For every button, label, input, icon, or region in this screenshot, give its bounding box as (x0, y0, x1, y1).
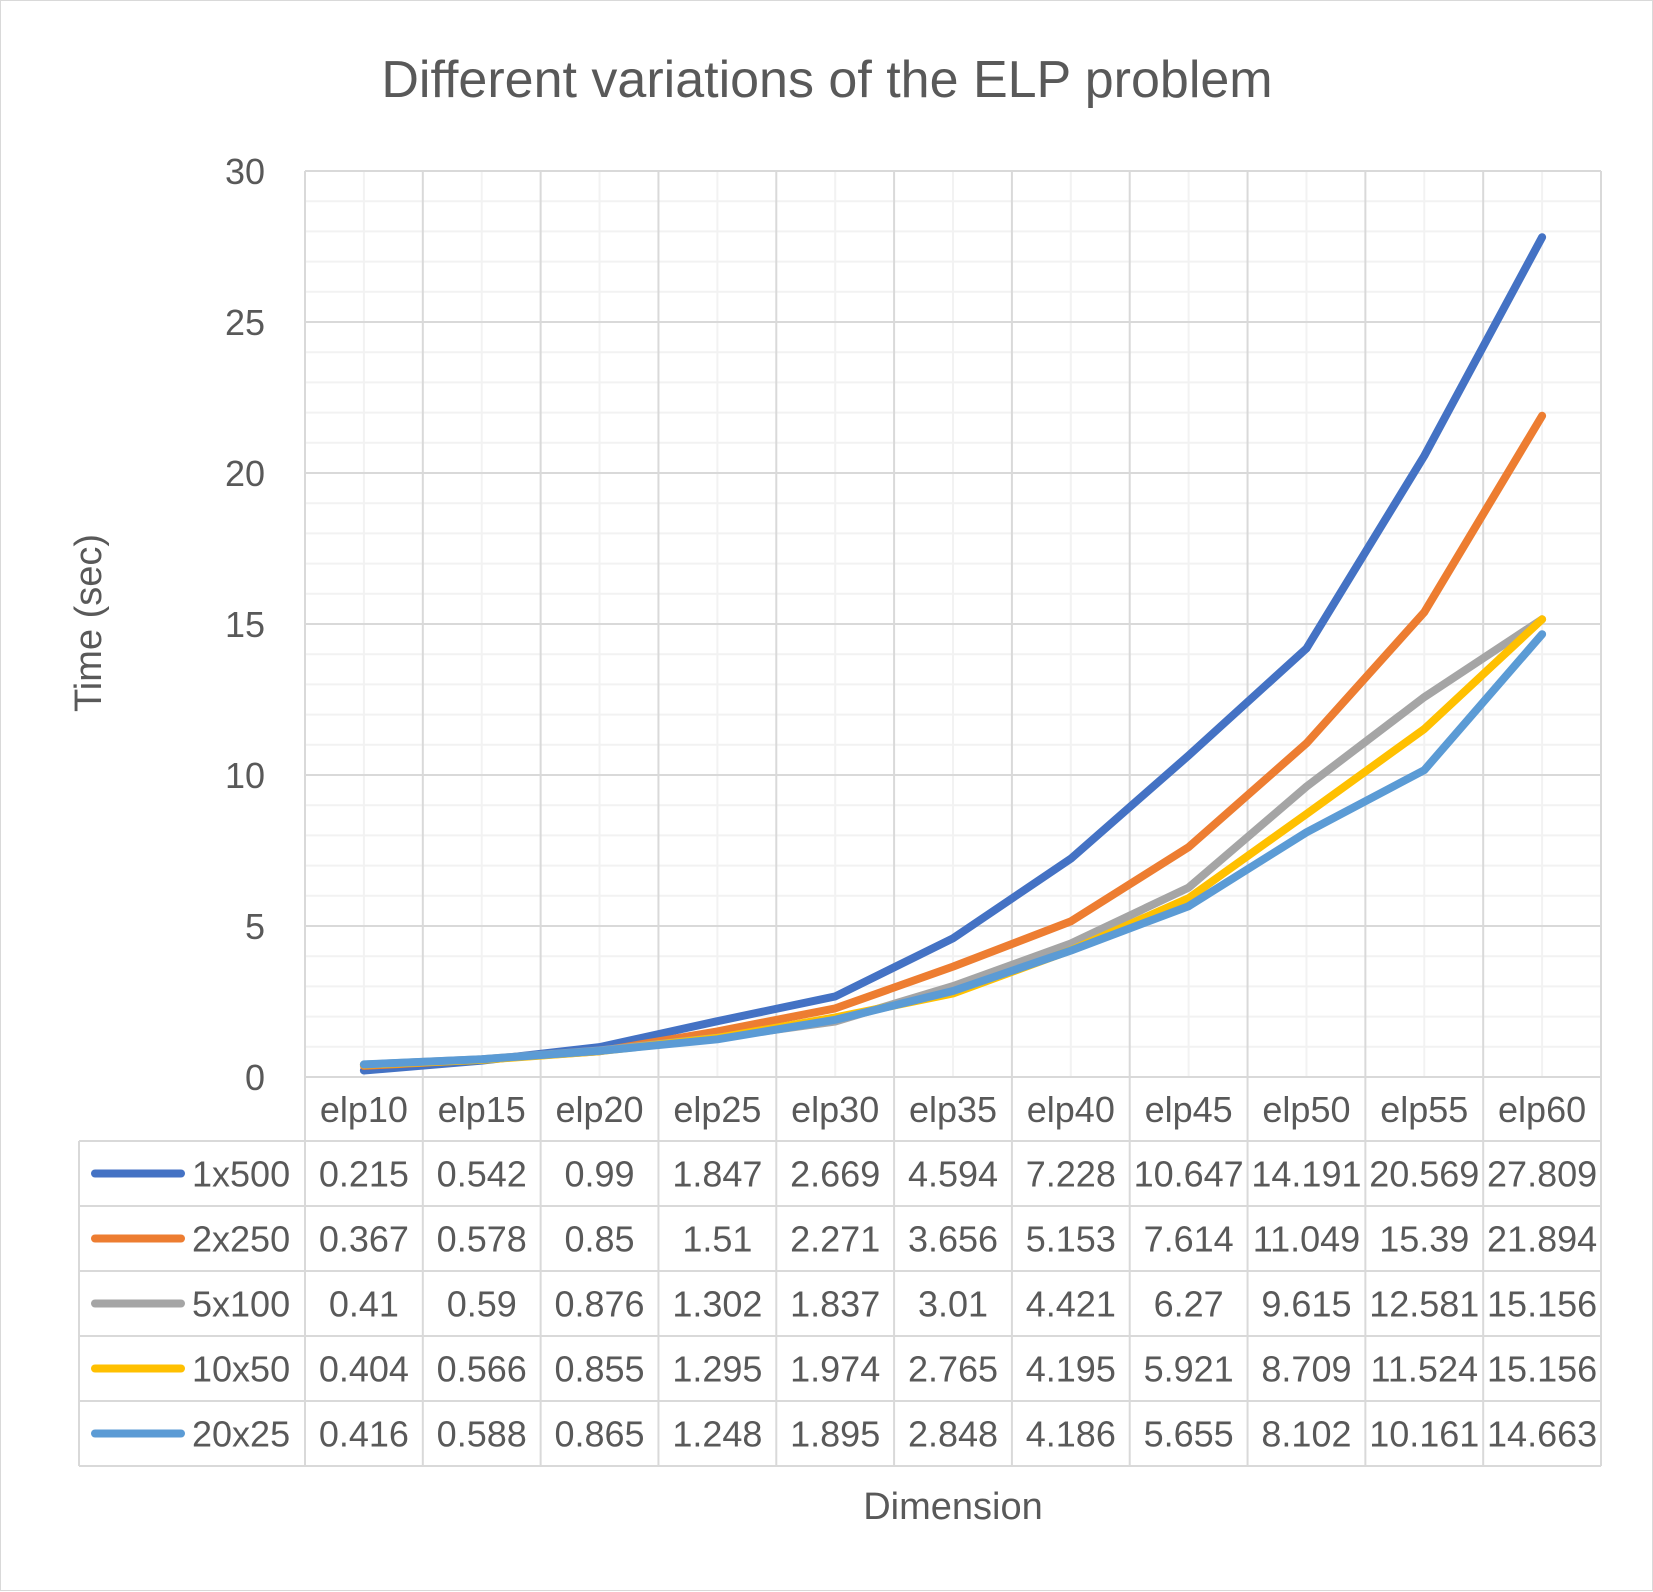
data-label: 11.524 (1371, 1349, 1478, 1390)
data-label: 0.542 (437, 1154, 527, 1195)
data-label: 20.569 (1369, 1154, 1479, 1195)
table-row: 2x250 0.367 0.578 0.85 1.51 2.271 3.656 5.153 7.… (91, 1219, 1597, 1260)
legend-label: 20x25 (192, 1414, 290, 1455)
data-label: 2.848 (908, 1414, 998, 1455)
data-label: 6.27 (1154, 1284, 1224, 1325)
x-tick-label: elp45 (1145, 1089, 1233, 1130)
x-tick-label: elp40 (1027, 1089, 1115, 1130)
data-label: 21.894 (1487, 1219, 1597, 1260)
data-label: 2.669 (790, 1154, 880, 1195)
data-label: 27.809 (1487, 1154, 1597, 1195)
legend-label: 10x50 (192, 1349, 290, 1390)
data-label: 15.156 (1487, 1349, 1597, 1390)
data-label: 3.656 (908, 1219, 998, 1260)
data-label: 0.215 (319, 1154, 409, 1195)
table-row: 5x100 0.41 0.59 0.876 1.302 1.837 3.01 4.421 6.2… (91, 1284, 1597, 1325)
series-lines (359, 233, 1547, 1075)
data-label: 0.367 (319, 1219, 409, 1260)
legend-label: 5x100 (192, 1284, 290, 1325)
data-label: 4.421 (1026, 1284, 1116, 1325)
data-label: 15.39 (1379, 1219, 1469, 1260)
data-label: 0.876 (554, 1284, 644, 1325)
data-label: 4.186 (1026, 1414, 1116, 1455)
x-tick-label: elp60 (1498, 1089, 1586, 1130)
data-label: 1.295 (672, 1349, 762, 1390)
table-row: 20x25 0.416 0.588 0.865 1.248 1.895 2.848 4.186… (91, 1414, 1597, 1455)
table-row: 10x50 0.404 0.566 0.855 1.295 1.974 2.765 4.195… (91, 1349, 1597, 1390)
series-line-20x25 (359, 630, 1547, 1069)
y-tick-label: 0 (245, 1057, 265, 1098)
data-table: elp10 elp15 elp20 elp25 elp30 elp35 elp40 elp45… (78, 1077, 1602, 1467)
data-label: 0.865 (554, 1414, 644, 1455)
data-label: 12.581 (1369, 1284, 1479, 1325)
data-label: 14.663 (1487, 1414, 1597, 1455)
legend-label: 2x250 (192, 1219, 290, 1260)
x-tick-label: elp10 (320, 1089, 408, 1130)
data-label: 14.191 (1251, 1154, 1361, 1195)
x-tick-label: elp20 (555, 1089, 643, 1130)
data-label: 4.594 (908, 1154, 998, 1195)
data-label: 1.51 (682, 1219, 752, 1260)
data-label: 1.248 (672, 1414, 762, 1455)
data-label: 0.855 (554, 1349, 644, 1390)
data-label: 0.59 (447, 1284, 517, 1325)
data-label: 11.049 (1253, 1219, 1360, 1260)
data-label: 5.153 (1026, 1219, 1116, 1260)
data-label: 10.161 (1369, 1414, 1479, 1455)
y-axis-tick-labels: 0 5 10 15 20 25 30 (225, 151, 265, 1098)
table-row: 1x500 0.215 0.542 0.99 1.847 2.669 4.594 7.228 1… (91, 1154, 1597, 1195)
data-label: 0.416 (319, 1414, 409, 1455)
data-label: 2.765 (908, 1349, 998, 1390)
data-label: 2.271 (790, 1219, 880, 1260)
data-label: 5.921 (1144, 1349, 1234, 1390)
y-tick-label: 25 (225, 302, 265, 343)
data-label: 5.655 (1144, 1414, 1234, 1455)
data-label: 1.837 (790, 1284, 880, 1325)
y-tick-label: 15 (225, 604, 265, 645)
x-tick-label: elp30 (791, 1089, 879, 1130)
data-label: 1.974 (790, 1349, 880, 1390)
x-tick-label: elp15 (438, 1089, 526, 1130)
data-label: 0.566 (437, 1349, 527, 1390)
data-label: 4.195 (1026, 1349, 1116, 1390)
data-label: 8.102 (1261, 1414, 1351, 1455)
chart-title: Different variations of the ELP problem (381, 51, 1272, 109)
data-label: 0.588 (437, 1414, 527, 1455)
y-tick-label: 10 (225, 755, 265, 796)
data-label: 0.404 (319, 1349, 409, 1390)
legend-label: 1x500 (192, 1154, 290, 1195)
y-tick-label: 30 (225, 151, 265, 192)
x-tick-label: elp50 (1262, 1089, 1350, 1130)
data-label: 15.156 (1487, 1284, 1597, 1325)
y-axis-label: Time (sec) (68, 534, 110, 712)
x-tick-label: elp35 (909, 1089, 997, 1130)
data-label: 7.614 (1144, 1219, 1234, 1260)
data-label: 1.302 (672, 1284, 762, 1325)
data-label: 1.895 (790, 1414, 880, 1455)
data-label: 3.01 (918, 1284, 988, 1325)
data-label: 1.847 (672, 1154, 762, 1195)
data-label: 0.578 (437, 1219, 527, 1260)
data-label: 8.709 (1261, 1349, 1351, 1390)
y-tick-label: 20 (225, 453, 265, 494)
data-label: 10.647 (1134, 1154, 1244, 1195)
data-label: 0.85 (565, 1219, 635, 1260)
y-tick-label: 5 (245, 906, 265, 947)
x-axis-label: Dimension (863, 1486, 1043, 1528)
major-gridlines (304, 170, 1602, 1078)
x-tick-label: elp25 (673, 1089, 761, 1130)
data-label: 0.41 (329, 1284, 399, 1325)
data-label: 7.228 (1026, 1154, 1116, 1195)
x-tick-label: elp55 (1380, 1089, 1468, 1130)
data-label: 9.615 (1261, 1284, 1351, 1325)
data-label: 0.99 (565, 1154, 635, 1195)
